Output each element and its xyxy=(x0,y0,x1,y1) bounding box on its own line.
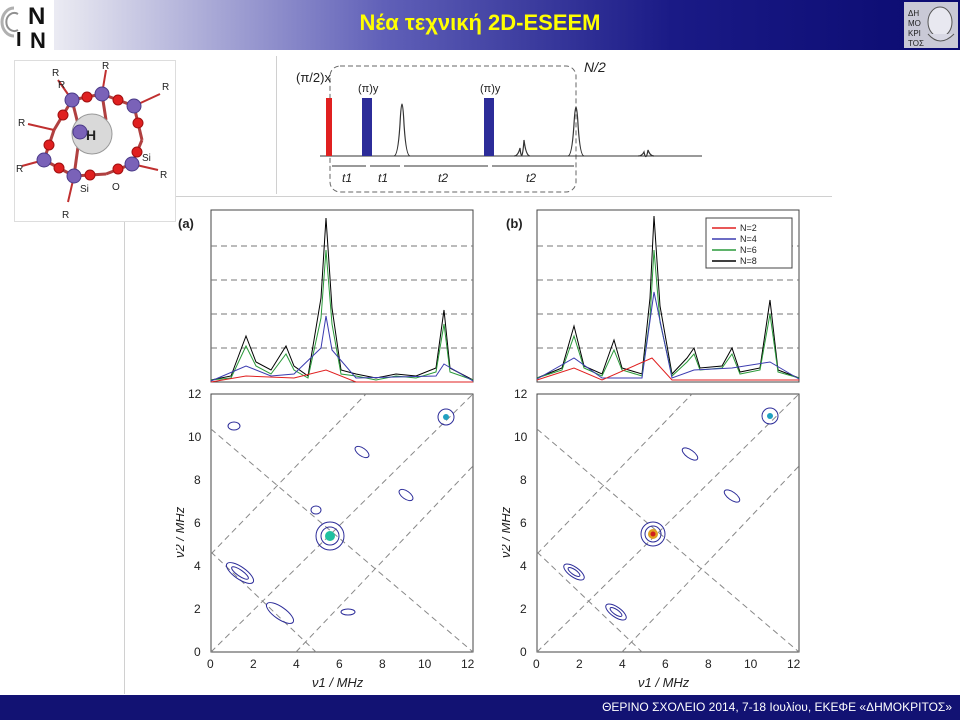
delay-t1b: t1 xyxy=(378,171,388,185)
panel-label-b: (b) xyxy=(506,216,523,231)
slide-title: Νέα τεχνική 2D-ESEEM xyxy=(359,10,601,35)
pulse-pi-1 xyxy=(362,98,372,156)
svg-text:ΚΡΙ: ΚΡΙ xyxy=(908,29,921,38)
svg-text:2: 2 xyxy=(250,657,257,671)
pulse-pi2 xyxy=(326,98,332,156)
x-axis-label-a: ν1 / MHz xyxy=(312,675,364,690)
svg-text:10: 10 xyxy=(418,657,432,671)
atom-label: R xyxy=(160,170,167,181)
legend-entry: N=2 xyxy=(740,223,757,233)
title-bar: N I N Νέα τεχνική 2D-ESEEM ΔΗ ΜΟ ΚΡΙ ΤΟΣ xyxy=(0,0,960,53)
svg-text:2: 2 xyxy=(194,602,201,616)
svg-text:ΤΟΣ: ΤΟΣ xyxy=(908,39,924,48)
spectra-panel-a: (a) 0 2 4 6 8 10 1 xyxy=(176,209,475,690)
svg-text:0: 0 xyxy=(194,645,201,659)
atom-label: Si xyxy=(142,153,151,164)
svg-text:4: 4 xyxy=(194,559,201,573)
logo-letter-n1: N xyxy=(28,3,45,30)
delay-t2: t2 xyxy=(438,171,448,185)
svg-text:8: 8 xyxy=(705,657,712,671)
atom-label: R xyxy=(102,61,109,72)
svg-text:10: 10 xyxy=(188,430,202,444)
footer-text: ΘΕΡΙΝΟ ΣΧΟΛΕΙΟ 2014, 7-18 Ιουλίου, ΕΚΕΦΕ… xyxy=(602,700,952,714)
svg-text:8: 8 xyxy=(520,473,527,487)
legend-entry: N=4 xyxy=(740,234,757,244)
svg-text:12: 12 xyxy=(461,657,475,671)
delay-t1: t1 xyxy=(342,171,352,185)
atom-label: R xyxy=(52,68,59,79)
pulse-sequence-diagram: (π/2)x (π)y (π)y N/2 t1 t1 t2 t2 xyxy=(296,59,702,193)
svg-text:8: 8 xyxy=(194,473,201,487)
svg-text:12: 12 xyxy=(514,387,528,401)
swirl-icon xyxy=(0,6,15,38)
diagonal-peak xyxy=(325,531,335,541)
svg-text:ΜΟ: ΜΟ xyxy=(908,19,921,28)
divider xyxy=(276,56,277,194)
logo-letter-n2: N xyxy=(30,28,46,50)
delay-t2b: t2 xyxy=(526,171,536,185)
spectra-panel-b: (b) N=2 N=4 N=6 N=8 xyxy=(502,209,801,690)
atom-label: R xyxy=(18,118,25,129)
svg-text:4: 4 xyxy=(619,657,626,671)
demokritos-bust-icon: ΔΗ ΜΟ ΚΡΙ ΤΟΣ xyxy=(908,6,955,48)
svg-text:6: 6 xyxy=(194,516,201,530)
svg-text:6: 6 xyxy=(520,516,527,530)
y-axis-label-a: ν2 / MHz xyxy=(176,506,187,558)
demokritos-logo: ΔΗ ΜΟ ΚΡΙ ΤΟΣ xyxy=(904,2,958,48)
repeat-label: N/2 xyxy=(584,59,606,75)
svg-text:12: 12 xyxy=(787,657,801,671)
echo-2 xyxy=(513,139,531,157)
pulse-pi-2 xyxy=(484,98,494,156)
svg-text:0: 0 xyxy=(533,657,540,671)
legend-entry: N=8 xyxy=(740,256,757,266)
svg-text:0: 0 xyxy=(207,657,214,671)
pulse-label-pi1: (π)y xyxy=(358,83,379,95)
svg-text:ΔΗ: ΔΗ xyxy=(908,9,919,18)
svg-text:6: 6 xyxy=(336,657,343,671)
pulse-label-pi2: (π/2)x xyxy=(296,70,331,85)
atom-label: Si xyxy=(80,184,89,195)
atom-label: R xyxy=(62,210,69,221)
logo-letter-i: I xyxy=(16,29,22,50)
atom-label: R xyxy=(16,164,23,175)
svg-text:0: 0 xyxy=(520,645,527,659)
hydrogen-label: H xyxy=(86,127,96,143)
svg-text:10: 10 xyxy=(514,430,528,444)
legend xyxy=(705,217,793,269)
divider xyxy=(124,222,125,694)
svg-text:2: 2 xyxy=(576,657,583,671)
hydrogen-atom xyxy=(71,113,113,155)
svg-text:2: 2 xyxy=(520,602,527,616)
svg-text:12: 12 xyxy=(188,387,202,401)
y-axis-label-b: ν2 / MHz xyxy=(502,506,513,558)
svg-text:4: 4 xyxy=(293,657,300,671)
divider xyxy=(176,196,832,197)
footer-bar: ΘΕΡΙΝΟ ΣΧΟΛΕΙΟ 2014, 7-18 Ιουλίου, ΕΚΕΦΕ… xyxy=(0,695,960,720)
atom-label: R xyxy=(58,80,65,91)
x-axis-label-b: ν1 / MHz xyxy=(638,675,690,690)
echo-1 xyxy=(393,103,411,157)
svg-text:8: 8 xyxy=(379,657,386,671)
atom-label: R xyxy=(162,82,169,93)
molecule-figure: H R R R R R R R R Si Si O xyxy=(14,60,176,222)
echo-4 xyxy=(637,149,655,158)
legend-entry: N=6 xyxy=(740,245,757,255)
nin-logo: N I N xyxy=(0,0,54,53)
echo-3 xyxy=(567,106,585,157)
svg-text:6: 6 xyxy=(662,657,669,671)
atom-label: O xyxy=(112,182,120,193)
panel-label-a: (a) xyxy=(178,216,194,231)
svg-text:4: 4 xyxy=(520,559,527,573)
nin-logo-graphic: N I N xyxy=(0,3,46,53)
pulse-label-pi2b: (π)y xyxy=(480,83,501,95)
svg-text:10: 10 xyxy=(744,657,758,671)
